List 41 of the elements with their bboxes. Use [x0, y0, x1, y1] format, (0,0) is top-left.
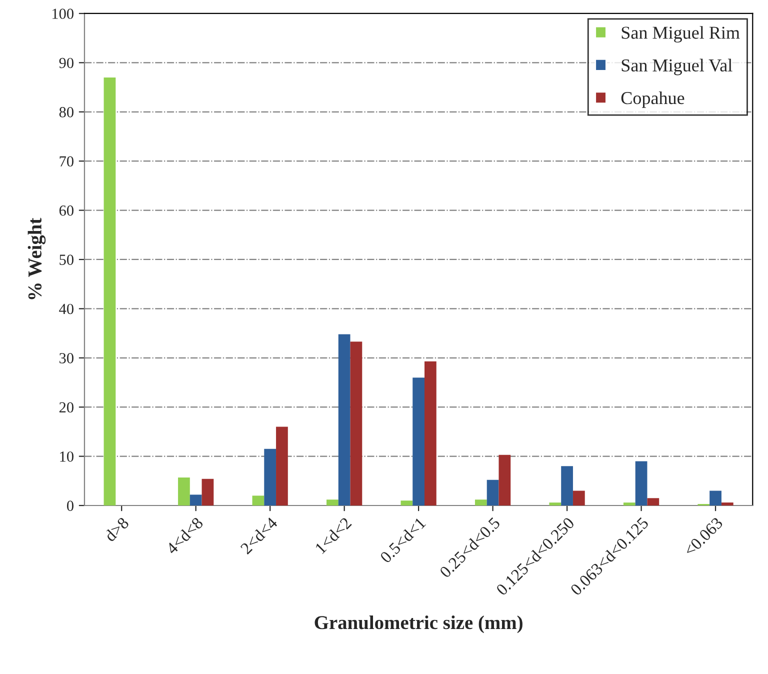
bar: [400, 500, 413, 506]
bar: [623, 502, 636, 506]
bar: [350, 342, 362, 506]
y-tick-label: 20: [59, 402, 74, 413]
bar: [498, 454, 511, 506]
y-tick-label: 90: [59, 58, 74, 68]
bar: [326, 500, 338, 506]
bar: [635, 461, 648, 506]
y-tick-label: 50: [60, 254, 74, 265]
bar: [486, 480, 499, 506]
bar: [276, 426, 288, 506]
legend-label: Copahue: [621, 91, 684, 108]
bar: [424, 361, 436, 506]
bar: [178, 477, 190, 506]
bar: [710, 490, 722, 506]
legend-label: San Miguel Rim: [622, 26, 740, 43]
bar: [338, 334, 350, 506]
bar: [412, 378, 424, 506]
bar: [264, 448, 276, 506]
bar: [561, 466, 573, 506]
y-tick-label: 10: [60, 451, 74, 462]
bar: [647, 498, 660, 506]
bar: [104, 77, 116, 506]
x-axis-title: Granulometric size (mm): [314, 615, 522, 634]
y-tick-label: 70: [60, 156, 74, 167]
y-tick-label: 30: [60, 353, 74, 364]
y-tick-label: 80: [59, 107, 74, 118]
y-tick-label: 40: [59, 304, 74, 314]
bar: [190, 494, 202, 506]
bar: [474, 500, 487, 506]
bar: [549, 502, 562, 506]
bar: [721, 502, 734, 506]
bar: [572, 490, 585, 506]
y-tick-label: 60: [59, 205, 74, 216]
bar: [202, 478, 214, 506]
bar: [252, 496, 264, 506]
y-tick-label: 0: [67, 500, 74, 511]
legend-label: San Miguel Val: [622, 58, 732, 76]
x-tick-label: d>8: [104, 516, 130, 542]
y-axis-title: % Weight: [28, 218, 46, 300]
y-tick-label: 100: [52, 8, 74, 19]
